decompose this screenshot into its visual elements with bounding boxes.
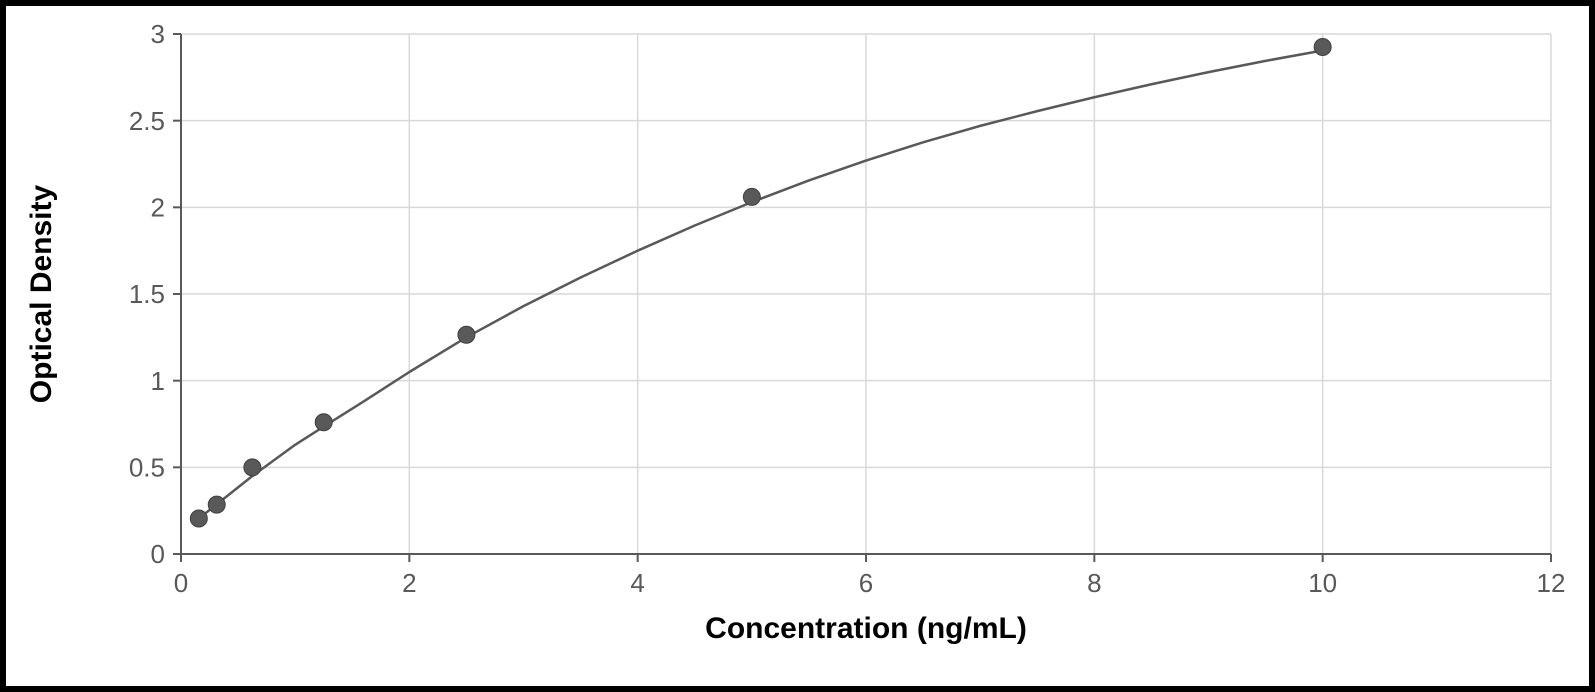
data-point-marker [190, 510, 207, 527]
chart-svg: 0 2 4 6 8 10 12 0 0.5 1 1.5 2 2.5 3 Concentration (ng/… [6, 6, 1589, 686]
y-tick-label: 1.5 [129, 279, 165, 309]
data-point-marker [743, 188, 760, 205]
y-axis-label: Optical Density [25, 184, 58, 403]
chart-frame: 0 2 4 6 8 10 12 0 0.5 1 1.5 2 2.5 3 Concentration (ng/… [0, 0, 1595, 692]
y-tick-label: 3 [151, 19, 165, 49]
y-tick-label: 1 [151, 366, 165, 396]
y-tick-label: 2 [151, 192, 165, 222]
data-point-marker [315, 414, 332, 431]
x-axis-label: Concentration (ng/mL) [705, 612, 1027, 645]
x-tick-label: 8 [1087, 568, 1101, 598]
data-point-marker [458, 326, 475, 343]
data-point-marker [1314, 39, 1331, 56]
data-point-marker [244, 459, 261, 476]
x-tick-label: 12 [1537, 568, 1566, 598]
x-tick-label: 4 [630, 568, 644, 598]
x-tick-label: 6 [859, 568, 873, 598]
y-tick-label: 0.5 [129, 452, 165, 482]
y-tick-label: 0 [151, 539, 165, 569]
x-tick-label: 2 [402, 568, 416, 598]
y-tick-label: 2.5 [129, 106, 165, 136]
x-tick-label: 10 [1308, 568, 1337, 598]
data-point-marker [208, 496, 225, 513]
x-tick-label: 0 [174, 568, 188, 598]
